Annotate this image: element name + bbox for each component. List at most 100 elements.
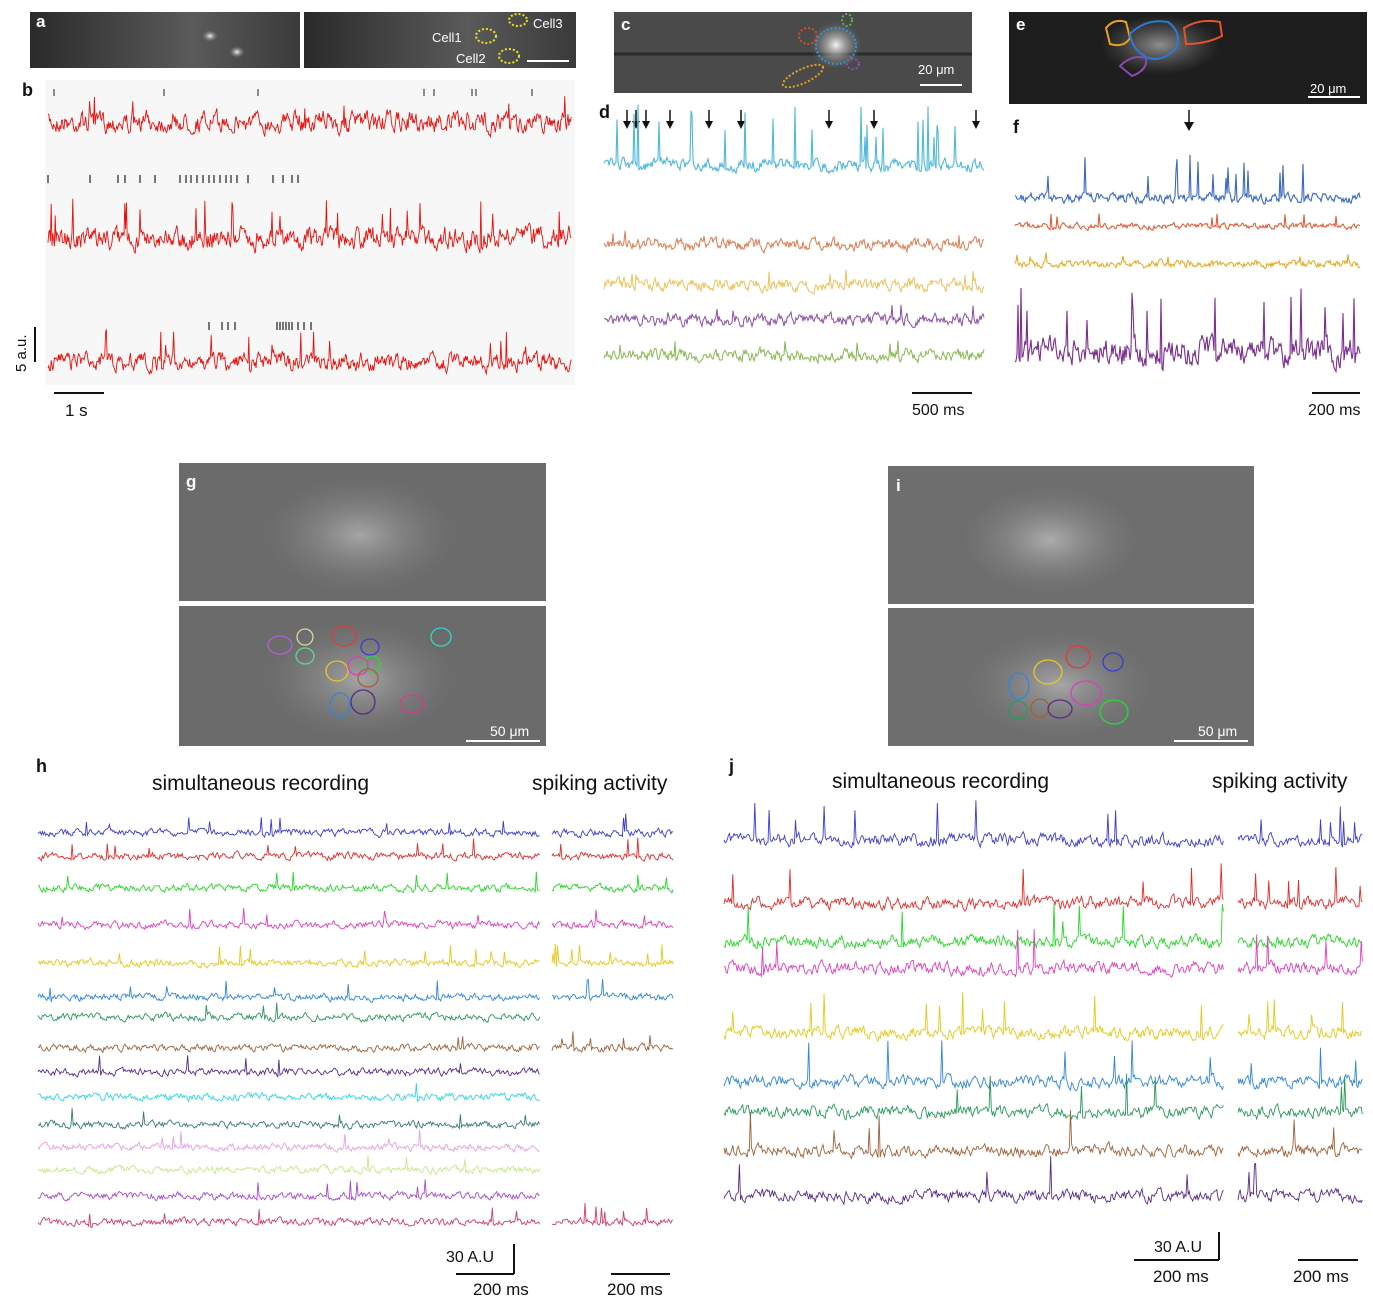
panel-h-trace-7 <box>37 1002 541 1023</box>
panel-j-spike-trace-1 <box>1237 806 1363 849</box>
spike-arrow-head <box>870 121 878 129</box>
panel-h-trace-3 <box>37 871 540 894</box>
panel-h-trace-11 <box>37 1108 540 1131</box>
cell2-outline <box>498 48 520 64</box>
panel-a-image-right <box>304 12 576 68</box>
roi-outline <box>325 660 349 682</box>
roi-outline <box>329 692 351 718</box>
panel-h-spike-trace-4 <box>551 909 674 930</box>
panel-h-spike-trace-8 <box>551 1031 674 1054</box>
spike-arrow-head <box>972 121 980 129</box>
panel-g-letter: g <box>186 472 196 491</box>
roi-outline <box>1008 700 1028 720</box>
panel-j-spike-trace-2 <box>1237 867 1363 911</box>
panel-i-scale-label: 50 μm <box>1198 723 1237 739</box>
panel-a-cell-glow <box>229 46 245 58</box>
panel-j-trace-4 <box>723 929 1224 978</box>
panel-d: d 500 ms <box>599 102 985 419</box>
panel-a-cell-glow <box>202 30 218 42</box>
cell1-outline <box>475 28 497 44</box>
panel-g-glow <box>260 475 460 595</box>
panel-e-scale-label: 20 μm <box>1310 81 1346 96</box>
panel-i-glow <box>965 630 1155 740</box>
panel-h-title-right: spiking activity <box>532 772 668 795</box>
panel-h: h simultaneous recording spiking activit… <box>36 756 674 1299</box>
panel-h-trace-4 <box>37 907 541 931</box>
panel-g: g 50 μm <box>179 463 546 746</box>
roi-outline <box>1008 672 1030 700</box>
panel-j-trace-3 <box>723 903 1224 951</box>
panel-j-y-scale-label: 30 A.U <box>1154 1239 1202 1256</box>
spike-arrow-head <box>623 121 631 129</box>
panel-j-trace-2 <box>723 863 1224 912</box>
panel-b-y-scale-label: 5 a.u. <box>13 334 30 372</box>
roi-outline <box>1102 652 1124 672</box>
panel-j: j simultaneous recording spiking activit… <box>723 756 1363 1286</box>
panel-e-roi-purple <box>1118 56 1148 78</box>
panel-j-trace-1 <box>723 800 1224 849</box>
panel-b-spike-ticks <box>47 89 533 330</box>
panel-h-trace-14 <box>37 1179 540 1202</box>
panel-f-trace-1 <box>1014 154 1361 206</box>
roi-outline <box>331 625 357 647</box>
roi-outline <box>430 627 452 647</box>
panel-f-scale-label: 200 ms <box>1308 402 1360 419</box>
panel-f-trace-2 <box>1014 213 1361 232</box>
panel-h-title-left: simultaneous recording <box>152 772 369 795</box>
panel-h-trace-10 <box>37 1083 540 1103</box>
panel-j-spike-trace-3 <box>1237 933 1363 950</box>
panel-e: e 20 μm <box>1009 12 1367 104</box>
roi-outline <box>1099 699 1129 725</box>
panel-j-spike-trace-9 <box>1237 1162 1363 1205</box>
panel-f-traces <box>1014 154 1361 374</box>
panel-e-roi-blue <box>1128 20 1179 60</box>
panel-h-spike-trace-5 <box>551 943 674 968</box>
panel-h-trace-5 <box>37 945 540 969</box>
panel-h-spike-trace-15 <box>551 1202 674 1227</box>
panel-i-glow <box>960 485 1140 595</box>
panel-f-arrow <box>1184 110 1194 131</box>
panel-h-trace-9 <box>37 1055 540 1079</box>
panel-c-roi-red <box>798 27 818 45</box>
panel-j-letter: j <box>728 756 734 776</box>
panel-c-roi-blue <box>815 27 857 65</box>
panel-h-spike-trace-2 <box>551 837 674 862</box>
panel-j-spike-trace-5 <box>1237 999 1363 1041</box>
panel-h-trace-2 <box>37 838 540 862</box>
panel-c-cell-glow <box>810 21 862 69</box>
panel-d-trace-3 <box>603 269 985 296</box>
roi-outline <box>399 694 425 714</box>
panel-h-x-scale-label-right: 200 ms <box>607 1280 663 1299</box>
panel-j-traces <box>723 800 1363 1206</box>
panel-i-rois <box>1008 645 1129 725</box>
panel-f-trace-4 <box>1014 287 1361 374</box>
panel-f-trace-3 <box>1014 252 1361 270</box>
panel-d-trace-1 <box>603 104 985 175</box>
panel-c-roi-purple <box>846 58 860 70</box>
panel-f: f 200 ms <box>1013 110 1361 419</box>
panel-b-x-scale-label: 1 s <box>65 401 88 420</box>
roi-outline <box>296 628 314 646</box>
panel-j-spike-trace-4 <box>1237 934 1363 977</box>
panel-d-spike-arrows <box>623 110 980 129</box>
panel-h-trace-1 <box>37 817 540 839</box>
panel-j-title-left: simultaneous recording <box>832 770 1049 793</box>
panel-c-roi-green <box>841 13 853 27</box>
roi-outline <box>350 689 376 715</box>
cell3-label: Cell3 <box>533 16 563 31</box>
panel-b-trace-cell1 <box>47 96 572 139</box>
panel-h-traces <box>37 813 674 1229</box>
cell2-label: Cell2 <box>456 51 486 66</box>
panel-e-roi-red <box>1182 19 1224 46</box>
spike-arrow-head <box>705 121 713 129</box>
panel-j-spike-trace-6 <box>1237 1047 1363 1090</box>
panel-b-trace-cell2 <box>47 198 572 255</box>
panel-j-trace-6 <box>723 1040 1224 1092</box>
panel-b: b 5 a.u. 1 s <box>13 80 575 420</box>
panel-e-letter: e <box>1016 15 1025 34</box>
spike-arrow-head <box>737 121 745 129</box>
panel-j-title-right: spiking activity <box>1212 770 1348 793</box>
panel-a-image-left <box>30 12 300 68</box>
panel-h-letter: h <box>36 756 47 776</box>
panel-g-glow <box>260 620 460 740</box>
